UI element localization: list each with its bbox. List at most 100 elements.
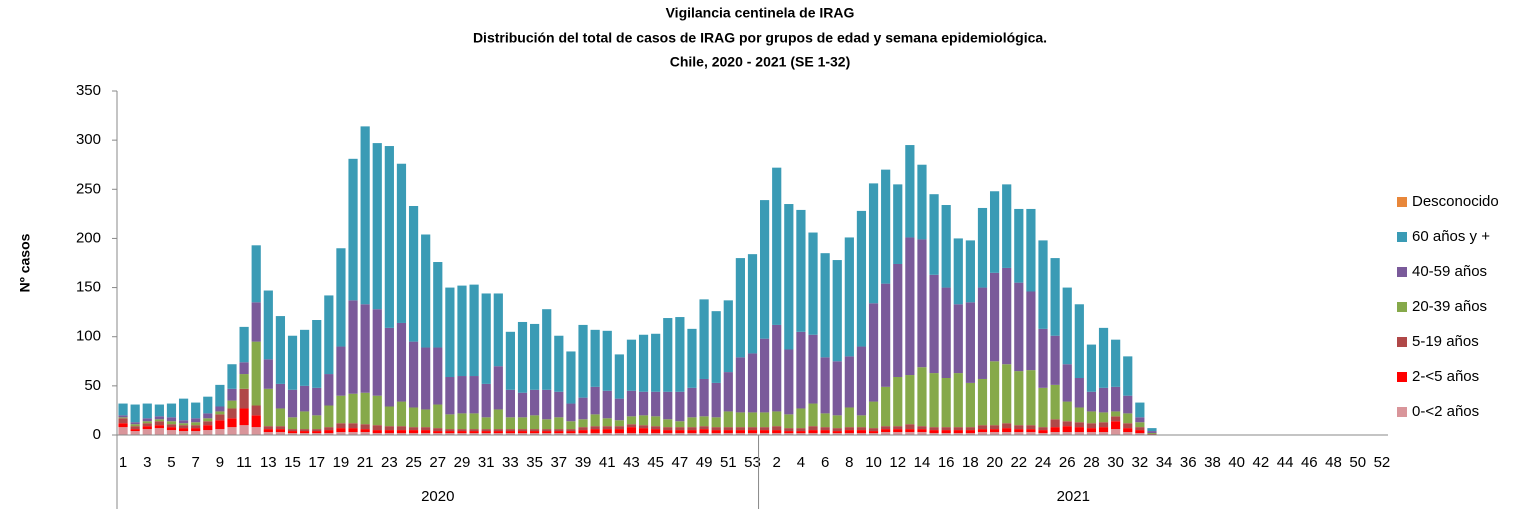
bar-segment (868, 401, 879, 429)
bar-segment (1086, 391, 1097, 412)
x-tick-label: 3 (143, 454, 151, 471)
x-tick-label: 45 (647, 454, 664, 471)
bar-segment (408, 427, 419, 431)
bar-segment (324, 427, 334, 431)
x-tick-label: 31 (478, 454, 495, 471)
bar-segment (118, 415, 128, 418)
bar-segment (142, 426, 152, 430)
bar-segment (530, 433, 540, 435)
bar-segment (917, 164, 927, 240)
legend-label: 40-59 años (1412, 263, 1487, 280)
bar-segment (191, 418, 201, 423)
bar-segment (481, 417, 491, 430)
bar-segment (796, 209, 806, 332)
bar-segment (1074, 422, 1084, 428)
bar-segment (856, 430, 867, 434)
bar-segment (808, 426, 818, 431)
bar-segment (396, 163, 407, 323)
bar-segment (699, 433, 709, 435)
bar-segment (408, 205, 419, 342)
bar-segment (1086, 423, 1097, 429)
bar-segment (651, 429, 661, 434)
bar-segment (675, 391, 685, 422)
bar-segment (130, 429, 140, 432)
bar-segment (784, 204, 794, 350)
bar-segment (989, 272, 1000, 362)
bar-segment (868, 433, 879, 435)
bar-segment (856, 415, 867, 428)
bar-segment (324, 374, 334, 406)
bar-segment (191, 422, 201, 426)
bar-segment (142, 418, 152, 422)
bar-segment (1002, 423, 1012, 429)
bar-segment (747, 412, 758, 428)
bar-segment (1135, 422, 1145, 428)
bar-segment (554, 391, 564, 418)
bar-segment (360, 432, 370, 435)
bar-segment (130, 404, 140, 423)
bar-segment (263, 388, 273, 427)
bar-segment (723, 430, 733, 434)
bar-segment (953, 430, 963, 434)
bar-segment (1062, 421, 1072, 427)
bar-segment (881, 429, 891, 433)
bar-segment (941, 427, 951, 431)
bar-segment (154, 416, 164, 420)
bar-segment (1038, 433, 1048, 435)
group-label: 2021 (1057, 488, 1090, 505)
y-tick-label: 250 (76, 180, 101, 197)
x-tick-label: 48 (1325, 454, 1342, 471)
x-tick-label: 36 (1180, 454, 1197, 471)
bar-segment (251, 427, 261, 435)
bar-segment (905, 375, 915, 425)
x-tick-label: 9 (216, 454, 224, 471)
bar-segment (118, 418, 128, 424)
bar-segment (796, 428, 806, 432)
bar-segment (602, 433, 612, 435)
bar-segment (166, 417, 177, 422)
bar-segment (275, 383, 286, 409)
bar-segment (929, 373, 939, 428)
x-tick-label: 34 (1156, 454, 1173, 471)
x-tick-label: 10 (865, 454, 882, 471)
bar-segment (651, 426, 661, 430)
bar-segment (638, 334, 649, 392)
bar-segment (384, 430, 394, 434)
bar-segment (469, 413, 479, 430)
bar-segment (1002, 267, 1012, 365)
bar-segment (953, 373, 963, 428)
bar-segment (118, 427, 128, 435)
bar-segment (178, 423, 189, 426)
bar-segment (1026, 370, 1036, 426)
bar-segment (408, 407, 419, 428)
bar-segment (554, 335, 564, 392)
bar-segment (784, 428, 794, 432)
bar-segment (675, 421, 685, 428)
x-tick-label: 35 (526, 454, 543, 471)
bar-segment (1111, 339, 1121, 387)
bar-segment (1123, 428, 1133, 433)
bar-segment (336, 428, 346, 433)
bar-segment (723, 372, 733, 412)
bar-segment (675, 433, 685, 435)
legend-swatch (1397, 197, 1407, 207)
bar-segment (566, 431, 576, 434)
bar-segment (517, 431, 528, 434)
x-tick-label: 14 (914, 454, 931, 471)
bar-segment (1026, 208, 1036, 292)
bar-segment (687, 328, 697, 388)
bar-segment (663, 430, 673, 434)
bar-segment (808, 403, 818, 427)
bar-segment (530, 431, 540, 434)
bar-segment (469, 431, 479, 434)
bar-segment (893, 263, 903, 378)
bar-segment (626, 390, 637, 417)
bar-segment (1123, 356, 1133, 396)
bar-segment (457, 429, 467, 432)
bar-segment (893, 184, 903, 264)
bar-segment (421, 433, 431, 435)
bar-segment (239, 408, 249, 426)
bar-segment (989, 432, 1000, 435)
bar-segment (408, 433, 419, 435)
bar-segment (324, 430, 334, 434)
